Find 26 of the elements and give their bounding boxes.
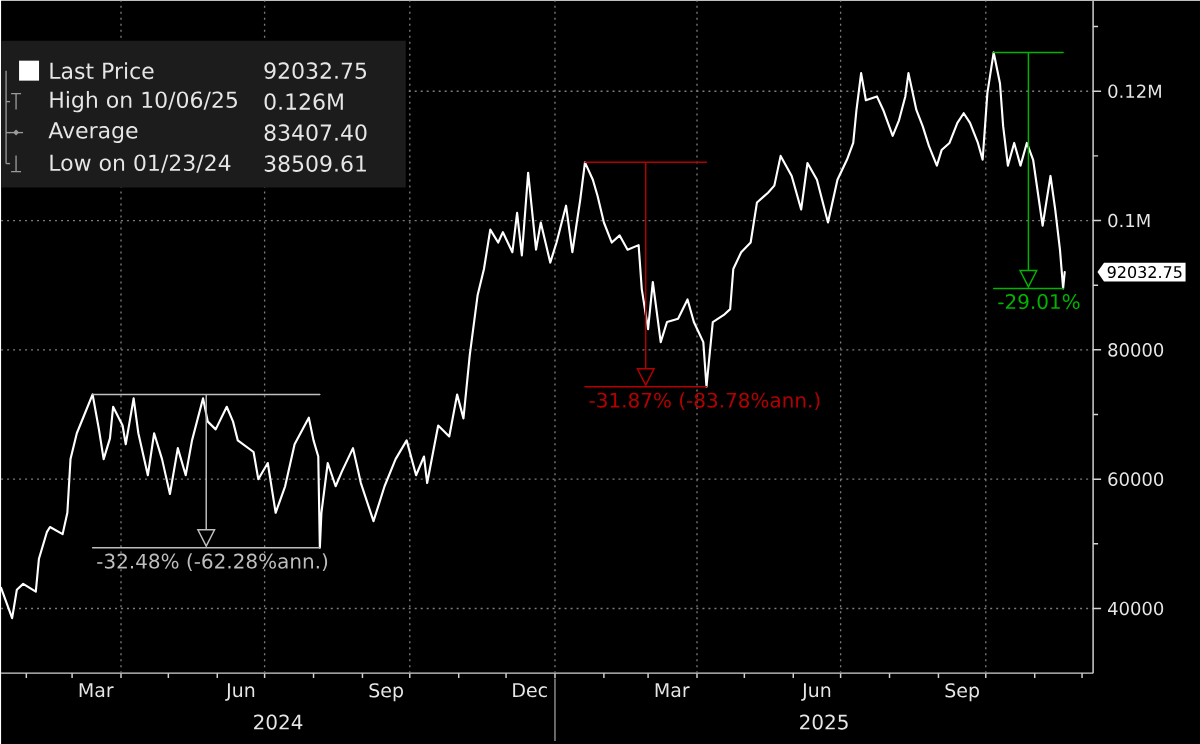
annotation: 0.126M: [264, 93, 343, 110]
annotation: High on 10/06/25: [50, 90, 237, 113]
annotation: 92032.75: [1107, 265, 1182, 279]
annotation: -31.87% (-83.78%ann.): [589, 392, 820, 411]
annotation: 38509.61: [264, 155, 366, 172]
y-tick-label: 0.1M: [1108, 213, 1150, 228]
x-tick-label: Jun: [225, 683, 255, 701]
x-tick-label: Sep: [945, 683, 979, 702]
annotation: -29.01%: [998, 293, 1080, 310]
annotation: -32.48% (-62.28%ann.): [97, 553, 328, 572]
y-tick-label: 60000: [1108, 472, 1164, 486]
legend-label: Last Price: [50, 62, 154, 80]
text: 2024: [254, 714, 303, 730]
annotation: Average: [48, 122, 138, 143]
annotation: 83407.40: [264, 124, 367, 141]
x-tick-label: Sep: [369, 683, 403, 702]
y-tick-label: 40000: [1108, 601, 1164, 616]
y-tick-label: 0.12M: [1108, 84, 1161, 98]
x-tick-label: Mar: [79, 683, 114, 698]
x-tick-label: Jun: [801, 683, 831, 701]
text: 2025: [800, 714, 848, 730]
annotation: Low on 01/23/24: [50, 154, 231, 173]
x-tick-label: Mar: [655, 683, 690, 698]
text: 92032.75: [264, 62, 367, 79]
y-tick-label: 80000: [1108, 343, 1164, 357]
x-tick-label: Dec: [513, 683, 547, 698]
